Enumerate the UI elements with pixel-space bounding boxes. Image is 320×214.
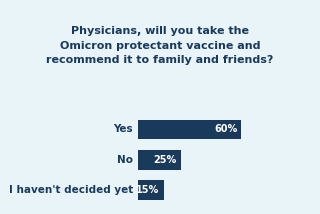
Text: Physicians, will you take the
Omicron protectant vaccine and
recommend it to fam: Physicians, will you take the Omicron pr…: [46, 26, 274, 65]
FancyBboxPatch shape: [138, 150, 181, 169]
Text: I haven't decided yet: I haven't decided yet: [9, 185, 133, 195]
Text: 60%: 60%: [214, 124, 237, 134]
Text: No: No: [117, 155, 133, 165]
Text: 25%: 25%: [154, 155, 177, 165]
Text: 15%: 15%: [136, 185, 160, 195]
FancyBboxPatch shape: [138, 180, 164, 200]
Text: Yes: Yes: [113, 124, 133, 134]
FancyBboxPatch shape: [138, 120, 241, 139]
